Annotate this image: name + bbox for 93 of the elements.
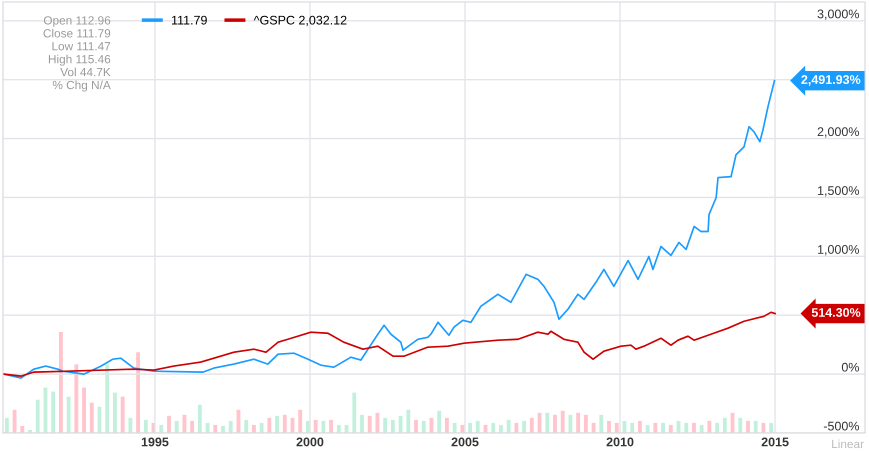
bar	[329, 420, 334, 433]
x-tick-label: 2005	[452, 437, 479, 446]
y-tick-label: 1,000%	[818, 245, 859, 256]
x-tick-label: 2000	[296, 437, 324, 446]
bar	[398, 416, 403, 433]
bar	[730, 412, 734, 433]
y-tick-label: -500%	[824, 422, 859, 431]
bar	[136, 352, 140, 433]
bar	[707, 420, 712, 433]
bar	[182, 414, 186, 433]
bar	[321, 420, 326, 433]
bar	[700, 424, 704, 433]
bar	[722, 418, 727, 433]
bar	[98, 406, 102, 433]
bar	[352, 392, 356, 433]
bar	[568, 414, 572, 433]
bar	[676, 420, 680, 433]
bar	[499, 424, 503, 433]
bar	[692, 422, 696, 433]
bar	[51, 392, 56, 433]
bar	[430, 418, 434, 433]
bar	[290, 418, 294, 433]
bar	[36, 400, 40, 433]
bar	[414, 420, 418, 433]
bar	[769, 422, 774, 433]
bar	[444, 418, 449, 433]
bar	[761, 422, 766, 433]
bar	[715, 422, 720, 433]
annotation: 2,491.93%	[801, 75, 860, 86]
bar	[576, 412, 580, 433]
annotation: Vol 44.7K	[60, 68, 111, 76]
bar	[484, 424, 488, 433]
bar	[506, 420, 511, 433]
bar	[375, 412, 380, 433]
bar	[275, 416, 279, 433]
bar	[653, 422, 658, 433]
bar	[452, 422, 457, 433]
bar	[344, 424, 348, 433]
bar	[66, 396, 71, 433]
bar	[514, 422, 518, 433]
bar	[553, 414, 557, 433]
bar	[58, 332, 63, 433]
bar	[522, 420, 526, 433]
bar	[90, 402, 94, 433]
bar	[167, 416, 171, 433]
bar	[460, 424, 464, 433]
y-tick-label: 1,500%	[818, 186, 859, 196]
annotation: High 115.46	[48, 54, 110, 66]
legend-label: ^GSPC 2,032.12	[254, 16, 346, 26]
x-tick-label: 2015	[762, 437, 789, 446]
bar	[746, 420, 750, 433]
bar	[468, 422, 472, 433]
bar	[267, 418, 272, 433]
bar	[82, 388, 86, 433]
bar	[221, 426, 225, 433]
bar	[390, 420, 395, 433]
x-tick-label: 2010	[606, 437, 634, 446]
bar	[44, 388, 48, 433]
bar	[206, 422, 210, 433]
bar	[607, 420, 611, 433]
bar	[638, 420, 642, 433]
x-tick-label: 1995	[142, 437, 168, 446]
annotation: Low 111.47	[52, 42, 110, 50]
annotation: % Chg N/A	[52, 80, 111, 92]
bar	[74, 364, 78, 433]
annotation: Open 112.96	[44, 16, 110, 27]
bar	[260, 422, 264, 433]
bar	[646, 424, 650, 433]
annotation: Close 111.79	[44, 28, 110, 38]
bar	[198, 404, 202, 433]
bar	[12, 410, 17, 433]
bar	[661, 422, 665, 433]
legend-label: 111.79	[172, 16, 207, 25]
text: Linear	[832, 439, 864, 448]
y-tick-label: 0%	[842, 362, 859, 372]
bar	[120, 396, 125, 433]
y-tick-label: 2,000%	[818, 127, 859, 138]
bar	[252, 424, 256, 433]
bar	[4, 418, 9, 433]
y-tick-label: 3,000%	[818, 10, 859, 20]
bar	[236, 410, 240, 433]
bar	[128, 418, 132, 433]
annotation: 514.30%	[812, 308, 860, 317]
bar	[383, 418, 388, 433]
bar	[622, 420, 626, 433]
bar	[113, 392, 117, 433]
bar	[360, 414, 364, 433]
bar	[314, 420, 318, 433]
bar	[592, 422, 596, 433]
bar	[190, 420, 194, 433]
bar	[584, 414, 588, 433]
bar	[244, 420, 248, 433]
bar	[538, 412, 542, 433]
